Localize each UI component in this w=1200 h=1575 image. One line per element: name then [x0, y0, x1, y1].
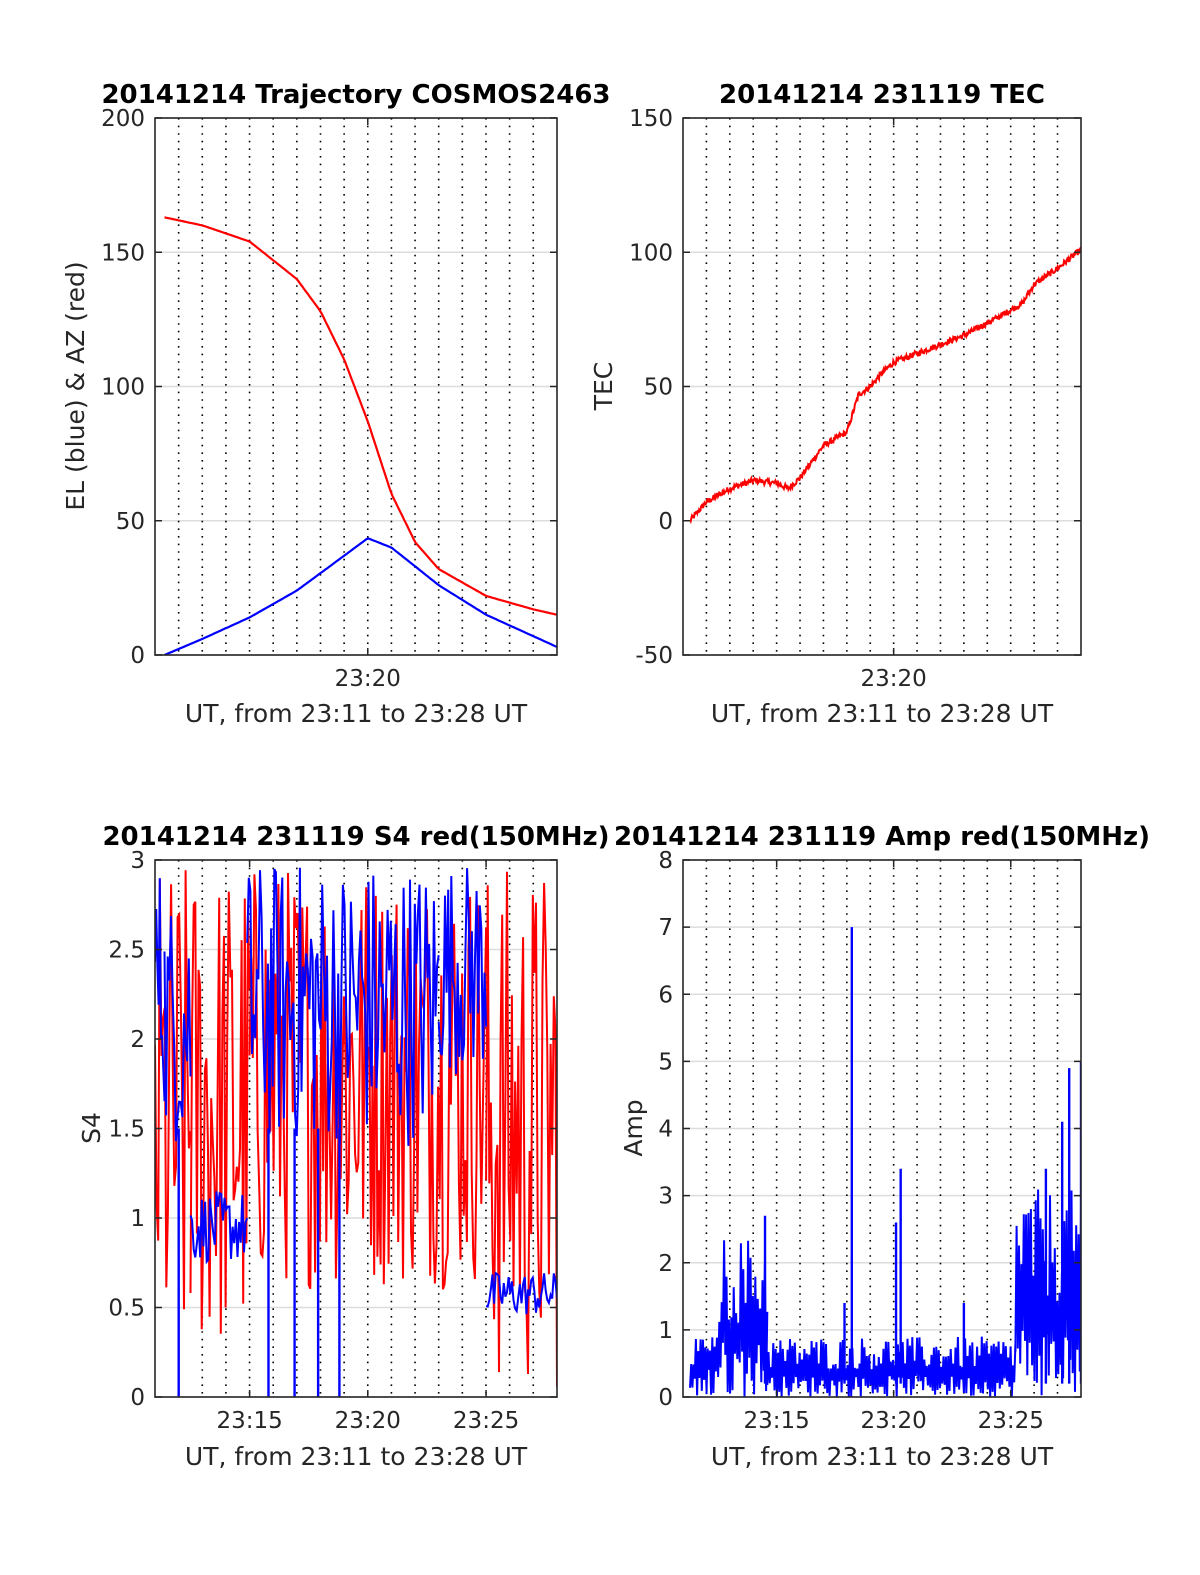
s4-ylabel: S4 — [77, 1112, 106, 1144]
s4-blue-trace — [189, 1191, 249, 1265]
s4-series-group — [155, 867, 557, 1397]
s4-red-trace — [485, 871, 557, 1387]
tec-panel: 20141214 231119 TEC UT, from 23:11 to 23… — [589, 80, 1082, 728]
y-tick-label: 4 — [658, 1117, 673, 1143]
y-tick-label: 150 — [629, 106, 673, 132]
y-tick-label: 1 — [130, 1206, 145, 1232]
amp-trace — [766, 1336, 1017, 1397]
y-tick-label: 50 — [644, 375, 673, 401]
y-tick-label: 0 — [658, 509, 673, 535]
s4-plot-area — [155, 867, 557, 1397]
y-tick-label: 3 — [658, 1184, 673, 1210]
y-tick-label: 7 — [658, 915, 673, 941]
y-tick-label: 1 — [658, 1318, 673, 1344]
y-tick-label: 2 — [130, 1027, 145, 1053]
amp-trace — [717, 1240, 769, 1397]
y-tick-label: 200 — [101, 106, 145, 132]
y-tick-label: 100 — [629, 240, 673, 266]
amp-series-group — [689, 927, 1081, 1397]
s4-title: 20141214 231119 S4 red(150MHz) — [102, 822, 609, 852]
s4-panel: 20141214 231119 S4 red(150MHz) UT, from … — [77, 822, 610, 1471]
s4-blue-trace — [485, 1271, 557, 1315]
y-tick-label: 150 — [101, 240, 145, 266]
tec-grid — [683, 117, 1081, 656]
trajectory-title: 20141214 Trajectory COSMOS2463 — [101, 80, 610, 110]
x-tick-label: 23:15 — [216, 1408, 282, 1434]
s4-xlabel: UT, from 23:11 to 23:28 UT — [185, 1442, 528, 1471]
tec-line — [689, 246, 1081, 525]
x-tick-label: 23:15 — [744, 1408, 810, 1434]
tec-ylabel: TEC — [589, 362, 618, 412]
x-tick-label: 23:20 — [861, 666, 927, 692]
azimuth-line — [164, 216, 557, 616]
s4-red-trace — [189, 891, 251, 1334]
y-tick-label: 3 — [130, 848, 145, 874]
y-tick-label: 6 — [658, 982, 673, 1008]
x-tick-label: 23:20 — [335, 666, 401, 692]
y-tick-label: 5 — [658, 1049, 673, 1075]
amp-trace — [1014, 1189, 1081, 1396]
trajectory-series-group — [164, 216, 557, 655]
trajectory-panel: 20141214 Trajectory COSMOS2463 UT, from … — [61, 80, 611, 728]
y-tick-label: 1.5 — [108, 1117, 145, 1143]
s4-grid — [155, 859, 557, 1398]
y-tick-label: -50 — [635, 643, 673, 669]
y-tick-label: 8 — [658, 848, 673, 874]
trajectory-plot-area — [164, 216, 557, 655]
y-tick-label: 2.5 — [108, 938, 145, 964]
y-tick-label: 2 — [658, 1251, 673, 1277]
tec-plot-area — [689, 246, 1081, 525]
trajectory-grid — [155, 117, 557, 656]
y-tick-label: 100 — [101, 375, 145, 401]
amp-title: 20141214 231119 Amp red(150MHz) — [614, 822, 1150, 852]
tec-title: 20141214 231119 TEC — [719, 80, 1045, 110]
y-tick-label: 0.5 — [108, 1296, 145, 1322]
amp-panel: 20141214 231119 Amp red(150MHz) UT, from… — [614, 822, 1150, 1471]
y-tick-label: 0 — [130, 643, 145, 669]
s4-blue-trace — [163, 916, 192, 1142]
trajectory-xlabel: UT, from 23:11 to 23:28 UT — [185, 699, 528, 728]
y-tick-label: 0 — [658, 1385, 673, 1411]
x-tick-label: 23:25 — [978, 1408, 1044, 1434]
amp-trace — [689, 1338, 708, 1396]
s4-blue-trace — [155, 878, 166, 1102]
amp-xlabel: UT, from 23:11 to 23:28 UT — [711, 1442, 1054, 1471]
amp-trace — [705, 1337, 720, 1395]
x-tick-label: 23:20 — [861, 1408, 927, 1434]
x-tick-label: 23:25 — [453, 1408, 519, 1434]
y-tick-label: 0 — [130, 1385, 145, 1411]
elevation-line — [164, 537, 557, 655]
tec-series-group — [689, 246, 1081, 525]
s4-blue-trace — [246, 867, 440, 1146]
x-tick-label: 23:20 — [335, 1408, 401, 1434]
tec-xlabel: UT, from 23:11 to 23:28 UT — [711, 699, 1054, 728]
amp-ylabel: Amp — [619, 1099, 648, 1156]
y-tick-label: 50 — [116, 509, 145, 535]
trajectory-ylabel: EL (blue) & AZ (red) — [61, 261, 90, 510]
amp-plot-area — [689, 927, 1081, 1397]
s4-blue-trace — [437, 868, 488, 1075]
